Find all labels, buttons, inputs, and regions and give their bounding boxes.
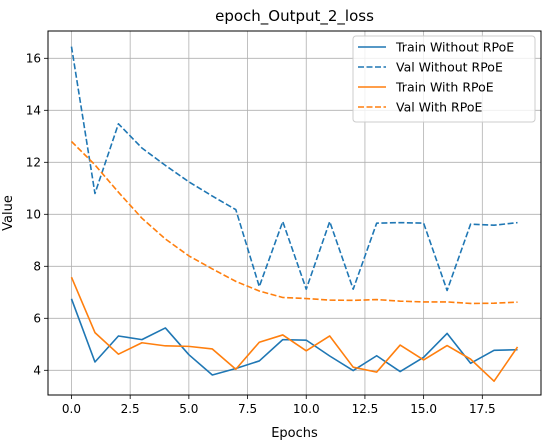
x-tick-label: 0.0 [62, 402, 81, 416]
x-tick-label: 7.5 [238, 402, 257, 416]
legend-label: Val Without RPoE [396, 60, 503, 75]
series-line-4 [70, 140, 518, 305]
x-tick-label: 2.5 [121, 402, 140, 416]
series-line-1 [70, 298, 518, 376]
x-tick-label: 10.0 [293, 402, 320, 416]
y-axis-ticks: 4 6 8 10 12 14 16 [26, 51, 48, 377]
legend-label: Train Without RPoE [395, 40, 514, 55]
x-axis-ticks: 0.0 2.5 5.0 7.5 10.0 12.5 15.0 17.5 [62, 395, 496, 416]
data-series [70, 46, 519, 383]
legend: Train Without RPoE Val Without RPoE Train … [352, 35, 536, 123]
y-tick-label: 16 [26, 51, 41, 65]
x-tick-label: 5.0 [179, 402, 198, 416]
chart-title: epoch_Output_2_loss [215, 7, 374, 26]
y-tick-label: 12 [26, 155, 41, 169]
legend-box [352, 35, 536, 123]
y-tick-label: 6 [33, 311, 41, 325]
y-tick-label: 14 [26, 103, 41, 117]
x-tick-label: 17.5 [469, 402, 496, 416]
x-axis-label: Epochs [271, 426, 318, 441]
y-axis-label: Value [1, 195, 16, 231]
y-tick-label: 4 [33, 363, 41, 377]
y-tick-label: 8 [33, 259, 41, 273]
x-tick-label: 12.5 [352, 402, 379, 416]
plot-frame [47, 30, 542, 396]
legend-label: Val With RPoE [396, 100, 482, 115]
series-line-2 [70, 46, 518, 292]
legend-label: Train With RPoE [395, 80, 494, 95]
x-tick-label: 15.0 [410, 402, 437, 416]
y-tick-label: 10 [26, 207, 41, 221]
series-line-3 [70, 276, 519, 383]
